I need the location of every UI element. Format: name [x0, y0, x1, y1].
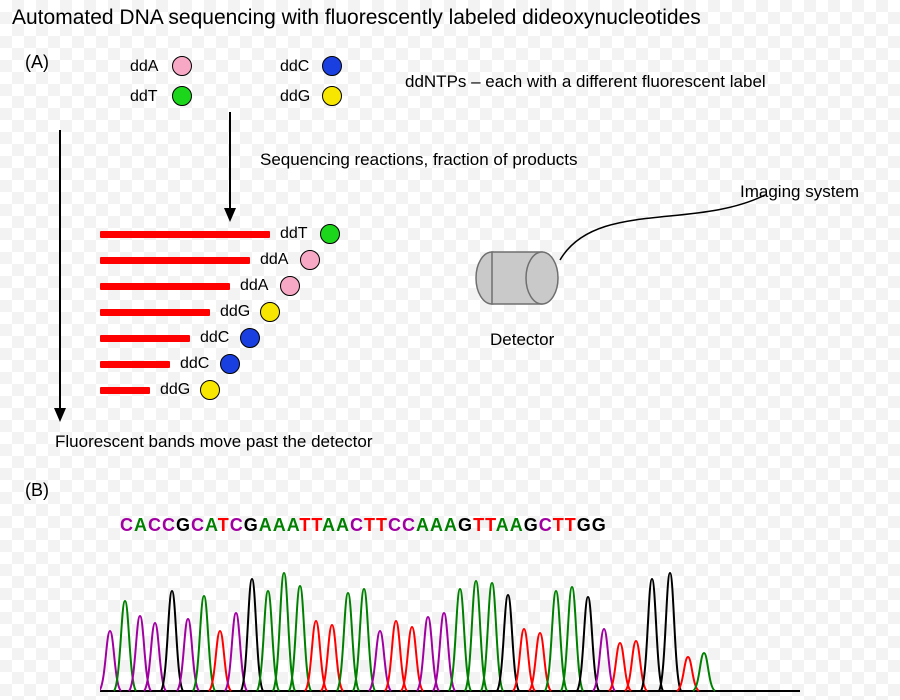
gel-band-dot: [200, 380, 220, 400]
detector-label: Detector: [490, 330, 554, 350]
gel-band: [100, 257, 250, 264]
gel-band-label: ddG: [160, 381, 190, 399]
gel-band: [100, 335, 190, 342]
gel-band: [100, 283, 230, 290]
diagram-stage: Automated DNA sequencing with fluorescen…: [0, 0, 900, 700]
chromatogram: [100, 555, 800, 695]
imaging-system-label: Imaging system: [740, 182, 859, 202]
gel-band-dot: [260, 302, 280, 322]
sequence-readout: CACCGCATCGAAATTAACTTCCAAAGTTAAGCTTGG: [120, 515, 607, 536]
gel-band: [100, 309, 210, 316]
gel-band-label: ddG: [220, 303, 250, 321]
gel-band-dot: [240, 328, 260, 348]
gel-band-dot: [280, 276, 300, 296]
gel-band-label: ddA: [240, 277, 268, 295]
gel-band-dot: [300, 250, 320, 270]
gel-band-dot: [220, 354, 240, 374]
gel-band: [100, 387, 150, 394]
gel-band: [100, 231, 270, 238]
gel-band: [100, 361, 170, 368]
gel-band-label: ddT: [280, 225, 308, 243]
section-b-label: (B): [25, 480, 49, 501]
gel-band-label: ddA: [260, 251, 288, 269]
detector-icon: [470, 240, 560, 320]
gel-band-dot: [320, 224, 340, 244]
gel-band-label: ddC: [180, 355, 209, 373]
imaging-connector: [555, 190, 775, 270]
gel-band-label: ddC: [200, 329, 229, 347]
